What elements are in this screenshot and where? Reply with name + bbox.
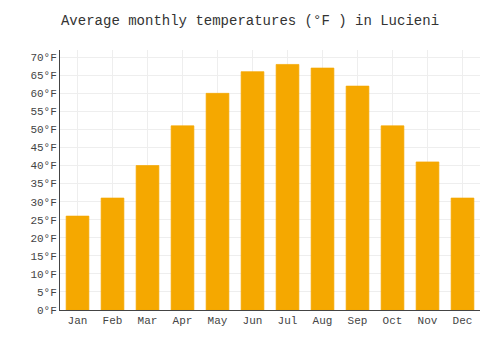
svg-text:15°F: 15°F	[30, 251, 56, 263]
svg-text:60°F: 60°F	[30, 88, 56, 100]
svg-text:10°F: 10°F	[30, 269, 56, 281]
svg-text:Jun: Jun	[243, 315, 263, 327]
svg-text:65°F: 65°F	[30, 70, 56, 82]
svg-text:Average monthly temperatures (: Average monthly temperatures (°F ) in Lu…	[61, 13, 439, 29]
svg-text:Feb: Feb	[103, 315, 123, 327]
svg-text:0°F: 0°F	[37, 305, 57, 317]
svg-text:Jul: Jul	[278, 315, 298, 327]
svg-text:50°F: 50°F	[30, 124, 56, 136]
svg-text:Sep: Sep	[348, 315, 368, 327]
svg-text:55°F: 55°F	[30, 106, 56, 118]
svg-text:45°F: 45°F	[30, 142, 56, 154]
svg-text:30°F: 30°F	[30, 197, 56, 209]
svg-text:20°F: 20°F	[30, 233, 56, 245]
svg-text:Nov: Nov	[418, 315, 438, 327]
svg-text:35°F: 35°F	[30, 178, 56, 190]
svg-text:5°F: 5°F	[37, 287, 57, 299]
svg-text:Aug: Aug	[313, 315, 333, 327]
svg-text:Mar: Mar	[138, 315, 158, 327]
svg-text:25°F: 25°F	[30, 215, 56, 227]
svg-text:Apr: Apr	[173, 315, 193, 327]
svg-text:Dec: Dec	[453, 315, 473, 327]
svg-text:40°F: 40°F	[30, 160, 56, 172]
svg-text:May: May	[208, 315, 228, 327]
svg-text:70°F: 70°F	[30, 52, 56, 64]
svg-text:Jan: Jan	[68, 315, 88, 327]
svg-text:Oct: Oct	[383, 315, 403, 327]
